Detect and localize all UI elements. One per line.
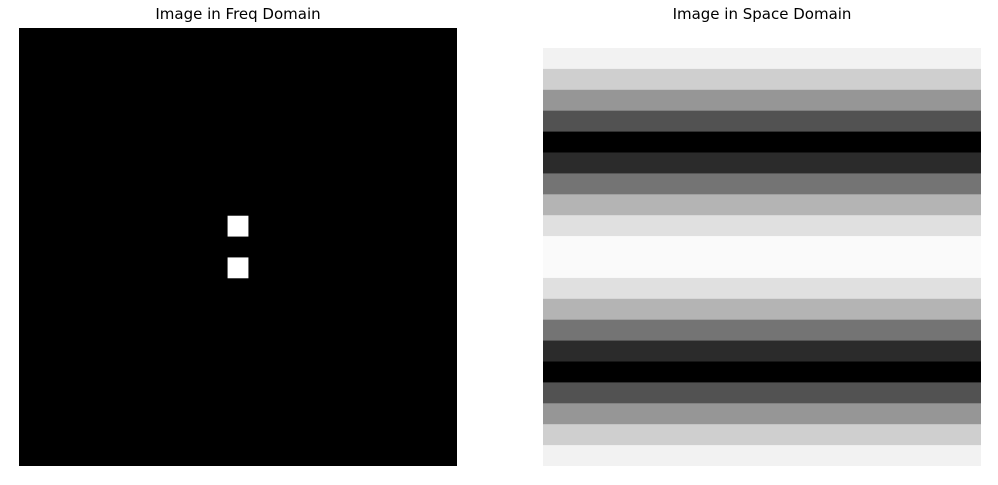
space-stripe-10 [543, 236, 981, 258]
space-stripe-3 [543, 89, 981, 112]
freq-bright-pixel-1 [227, 215, 249, 237]
freq-domain-title: Image in Freq Domain [155, 5, 321, 23]
space-domain-title: Image in Space Domain [672, 5, 852, 23]
space-stripe-16 [543, 361, 981, 383]
space-stripe-9 [543, 215, 981, 237]
space-stripe-4 [543, 110, 981, 133]
space-domain-image [543, 48, 981, 466]
space-stripe-12 [543, 277, 981, 300]
space-stripe-6 [543, 152, 981, 174]
freq-bright-pixel-2 [227, 257, 249, 279]
space-stripe-7 [543, 173, 981, 195]
space-stripe-11 [543, 257, 981, 279]
space-stripe-1 [543, 48, 981, 70]
space-stripe-5 [543, 131, 981, 153]
freq-background [19, 28, 457, 466]
space-stripe-8 [543, 194, 981, 216]
space-stripe-17 [543, 382, 981, 404]
space-stripe-19 [543, 424, 981, 446]
space-stripe-13 [543, 298, 981, 321]
space-stripe-14 [543, 319, 981, 342]
freq-domain-image [19, 28, 457, 466]
space-stripe-20 [543, 445, 981, 466]
space-stripe-18 [543, 403, 981, 425]
space-stripe-15 [543, 340, 981, 362]
space-stripe-2 [543, 68, 981, 91]
